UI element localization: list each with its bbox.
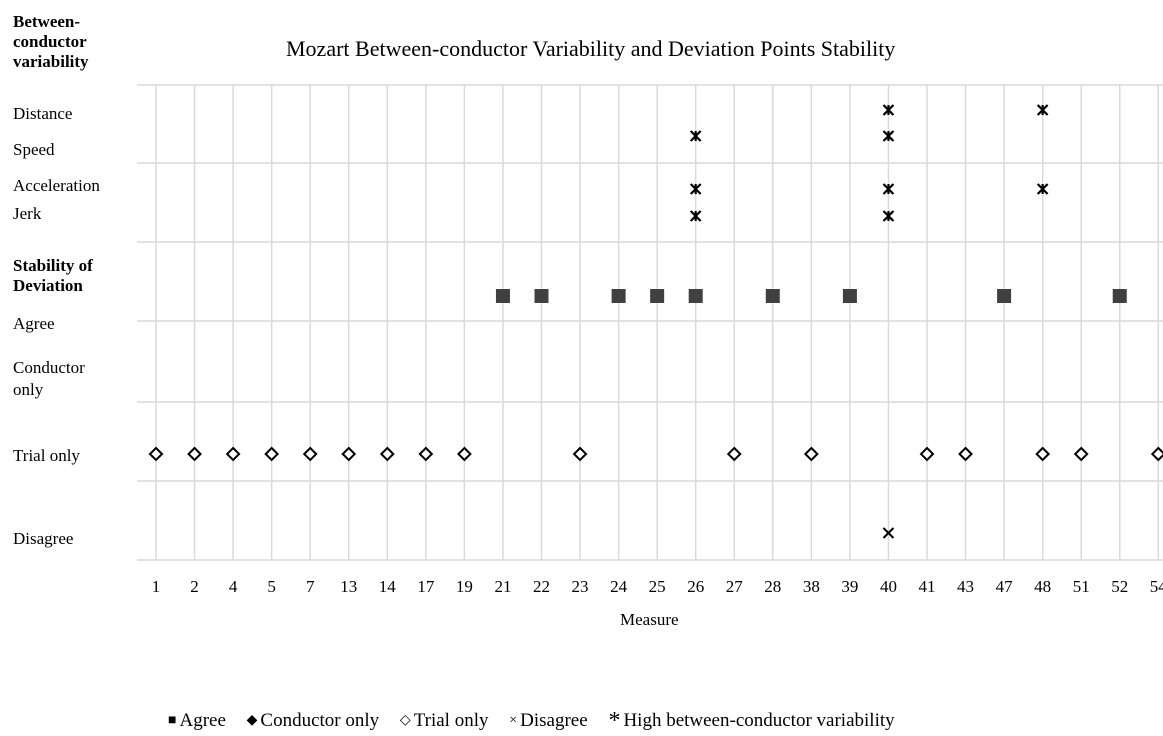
x-tick-label: 27 (726, 577, 744, 596)
x-axis-label: Measure (620, 610, 679, 629)
legend-agree-label: Agree (179, 710, 226, 731)
x-tick-label: 23 (572, 577, 589, 596)
x-tick-label: 40 (880, 577, 897, 596)
marker-trial-only (379, 446, 395, 462)
x-tick-label: 21 (494, 577, 511, 596)
marker-trial-only (726, 446, 742, 462)
row-label-distance: Distance (13, 104, 73, 123)
marker-agree (765, 289, 780, 303)
x-tick-label: 38 (803, 577, 820, 596)
marker-agree (1112, 289, 1127, 303)
marker-agree (842, 289, 857, 303)
x-tick-label: 24 (610, 577, 628, 596)
legend-disagree-label: Disagree (520, 710, 588, 731)
x-tick-label: 28 (764, 577, 781, 596)
row-label-disagree: Disagree (13, 529, 74, 548)
marker-agree (688, 289, 703, 303)
marker-agree (534, 289, 549, 303)
legend-conductor-only-label: Conductor only (260, 710, 380, 731)
row-label-heading-variability: Between-conductor variability (13, 12, 89, 71)
legend-trial-only-label: Trial only (413, 710, 489, 731)
marker-high-variability (882, 104, 895, 116)
marker-high-variability (689, 130, 702, 142)
marker-trial-only (958, 446, 973, 462)
marker-trial-only (1150, 446, 1163, 462)
x-tick-label: 2 (190, 577, 199, 596)
x-tick-label: 14 (379, 577, 397, 596)
marker-high-variability (1036, 183, 1049, 195)
marker-trial-only (803, 446, 819, 462)
x-tick-label: 51 (1073, 577, 1090, 596)
marker-agree (997, 289, 1012, 303)
marker-high-variability (882, 130, 895, 142)
x-tick-label: 26 (687, 577, 704, 596)
marker-high-variability (882, 183, 895, 195)
x-tick-label: 13 (340, 577, 357, 596)
row-label-acceleration: Acceleration (13, 176, 100, 195)
row-label-trial-only: Trial only (13, 446, 80, 465)
x-tick-label: 1 (152, 577, 161, 596)
marker-high-variability (689, 183, 702, 195)
chart-title: Mozart Between-conductor Variability and… (286, 36, 896, 61)
marker-trial-only (148, 446, 164, 462)
legend: ■ Agree ◆ Conductor only ◇ Trial only × Disa… (168, 708, 895, 735)
x-tick-label: 17 (417, 577, 435, 596)
legend-conductor-only-icon: ◆ (246, 713, 258, 728)
marker-trial-only (264, 446, 280, 462)
x-tick-label: 41 (919, 577, 936, 596)
marker-trial-only (418, 446, 434, 462)
marker-trial-only (1035, 446, 1051, 462)
row-label-agree: Agree (13, 314, 55, 333)
x-tick-label: 7 (306, 577, 315, 596)
legend-asterisk-icon: * (608, 708, 621, 734)
row-label-jerk: Jerk (13, 204, 42, 223)
marker-trial-only (302, 446, 318, 462)
x-tick-label: 48 (1034, 577, 1051, 596)
marker-trial-only (456, 446, 472, 462)
x-tick-label: 47 (996, 577, 1014, 596)
marker-trial-only (919, 446, 935, 462)
marker-trial-only (572, 446, 588, 462)
marker-trial-only (187, 446, 202, 462)
marker-high-variability (689, 210, 702, 222)
marker-trial-only (225, 446, 241, 462)
legend-agree-icon: ■ (168, 713, 177, 728)
x-tick-label: 4 (229, 577, 238, 596)
marker-high-variability (882, 210, 895, 222)
x-tick-label: 52 (1111, 577, 1128, 596)
x-tick-label: 43 (957, 577, 974, 596)
x-tick-label: 54 (1150, 577, 1163, 596)
legend-disagree-icon: × (509, 713, 518, 728)
x-tick-label: 22 (533, 577, 550, 596)
marker-agree (611, 289, 626, 303)
x-tick-label: 39 (841, 577, 858, 596)
row-label-speed: Speed (13, 140, 55, 159)
marker-high-variability (1036, 104, 1049, 116)
marker-trial-only (1073, 446, 1089, 462)
marker-agree (650, 289, 665, 303)
x-tick-label: 25 (649, 577, 666, 596)
marker-disagree (882, 527, 895, 539)
legend-high-var-label: High between-conductor variability (623, 710, 895, 731)
x-tick-label: 5 (267, 577, 276, 596)
row-label-conductor-only: Conductor only (13, 358, 85, 399)
x-tick-label: 19 (456, 577, 473, 596)
row-label-heading-stability: Stability of Deviation (13, 256, 93, 295)
marker-agree (495, 289, 510, 303)
marker-trial-only (341, 446, 357, 462)
legend-trial-only-icon: ◇ (399, 713, 411, 728)
